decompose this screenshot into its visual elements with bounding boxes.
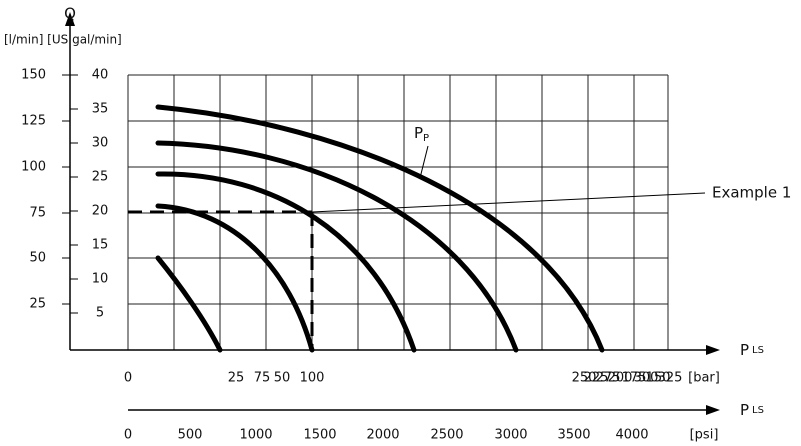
bar-tick-label: 50 <box>274 371 291 386</box>
bar-tick-label: 225 <box>584 371 609 386</box>
q-units: [l/min] [US gal/min] <box>4 33 122 47</box>
pp-label: PP <box>414 124 429 145</box>
curve <box>155 140 519 353</box>
bar-tick-label: [bar] <box>688 371 720 386</box>
curve <box>155 171 417 353</box>
q-label: Q <box>64 5 76 23</box>
bar-axis-label: P LS <box>740 341 764 359</box>
bar-tick-label: 75 <box>254 371 271 386</box>
gal-tick-label: 15 <box>92 238 109 253</box>
bar-tick-label: 300 <box>634 371 659 386</box>
bar-tick-label: 275 <box>596 371 621 386</box>
psi-tick-label: 3000 <box>494 428 527 443</box>
gal-tick-label: 10 <box>92 272 109 287</box>
example-leader <box>311 192 706 213</box>
psi-tick-label: 0 <box>124 428 132 443</box>
lmin-tick-label: 50 <box>29 251 46 266</box>
psi-tick-label: 4000 <box>615 428 648 443</box>
psi-tick-label: 1500 <box>303 428 336 443</box>
gal-tick-label: 20 <box>92 204 109 219</box>
bar-tick-label: 0 <box>124 371 132 386</box>
gal-tick-label: 40 <box>92 68 109 83</box>
bar-tick-label: 25 <box>228 371 245 386</box>
curve <box>155 255 223 353</box>
gal-tick-label: 25 <box>92 170 109 185</box>
psi-tick-label: 2500 <box>430 428 463 443</box>
lmin-tick-label: 100 <box>21 160 46 175</box>
lmin-tick-label: 150 <box>21 68 46 83</box>
pp-leader <box>419 145 429 179</box>
curve <box>155 104 605 353</box>
lmin-tick-label: 25 <box>29 297 46 312</box>
bar-tick-label: 325 <box>658 371 683 386</box>
lmin-tick-label: 125 <box>21 114 46 129</box>
gal-tick-label: 35 <box>92 102 109 117</box>
q-arrow <box>65 12 75 26</box>
psi-tick-label: 500 <box>178 428 203 443</box>
gal-tick-label: 5 <box>96 306 104 321</box>
example-label: Example 1 <box>712 184 791 202</box>
psi-tick-label: 3500 <box>557 428 590 443</box>
curve <box>155 203 315 353</box>
psi-arrow <box>706 405 720 415</box>
psi-tick-label: 2000 <box>366 428 399 443</box>
gal-tick-label: 30 <box>92 136 109 151</box>
bar-arrow <box>706 345 720 355</box>
psi-axis-label: P LS <box>740 401 764 419</box>
bar-tick-label: 150 <box>646 371 671 386</box>
lmin-tick-label: 75 <box>29 206 46 221</box>
bar-tick-label: 200 <box>608 371 633 386</box>
bar-tick-label: 175 <box>622 371 647 386</box>
bar-tick-label: 250 <box>572 371 597 386</box>
psi-tick-label: 1000 <box>239 428 272 443</box>
psi-tick-label: [psi] <box>690 428 719 443</box>
bar-tick-label: 100 <box>300 371 325 386</box>
